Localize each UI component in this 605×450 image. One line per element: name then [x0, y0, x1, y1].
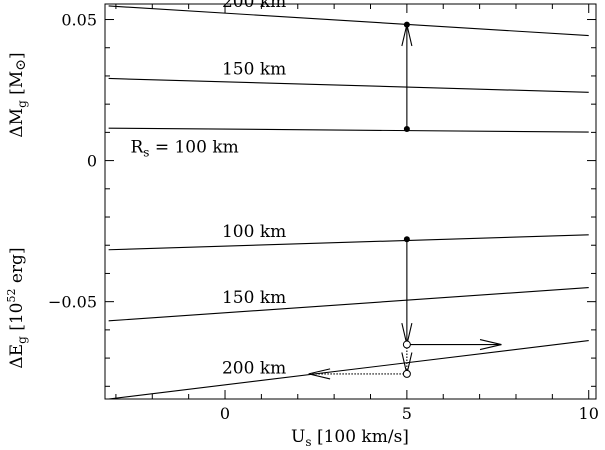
- x-tick-label: 5: [402, 404, 412, 423]
- series-lines: [108, 5, 589, 400]
- open-point: [402, 340, 411, 349]
- series-label: 150 km: [222, 288, 286, 308]
- series-label: 150 km: [222, 60, 286, 80]
- x-tick-label: 10: [579, 404, 599, 423]
- x-axis-label: Us [100 km/s]: [291, 427, 409, 449]
- arrow-head: [308, 368, 331, 380]
- points: [402, 21, 411, 378]
- arrows: [308, 24, 502, 380]
- series-label: 200 km: [222, 0, 286, 12]
- filled-point: [403, 21, 410, 28]
- y-axis-label-top: ΔMg [M⊙]: [7, 52, 29, 137]
- series-line: [108, 5, 589, 37]
- filled-point: [403, 236, 410, 243]
- y-tick-label: −0.05: [48, 293, 97, 312]
- series-labels: 200 km 150 km Rs = 100 km 100 km 150 km 200 k…: [130, 0, 286, 378]
- series-label: Rs = 100 km: [130, 137, 238, 159]
- y-tick-label: 0.05: [61, 11, 97, 30]
- arrow-head: [479, 338, 502, 351]
- series-label: 100 km: [222, 222, 286, 242]
- series-line: [108, 77, 589, 93]
- series-line: [108, 340, 589, 400]
- x-tick-label: 0: [220, 404, 230, 423]
- series-line: [108, 127, 589, 133]
- y-axis-label-bottom: ΔEg [1052 erg]: [5, 247, 29, 368]
- series-line: [108, 234, 589, 251]
- plot-frame: [104, 3, 597, 400]
- series-line: [108, 287, 589, 322]
- y-tick-label: 0: [87, 152, 97, 171]
- open-point: [402, 369, 411, 378]
- filled-point: [403, 125, 410, 132]
- series-label: 200 km: [222, 358, 286, 378]
- axis-ticks: 0 5 10 0.05 0 −0.05: [48, 4, 599, 423]
